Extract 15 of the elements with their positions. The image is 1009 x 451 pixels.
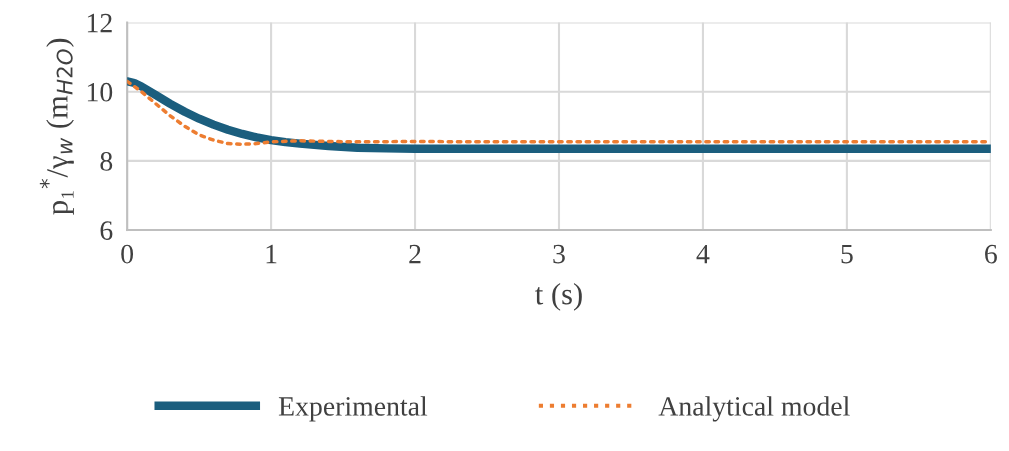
- x-tick-label: 4: [696, 244, 710, 264]
- y-tick-label: 12: [87, 13, 112, 33]
- x-axis-title: t (s): [535, 282, 582, 311]
- y-tick-label: 6: [100, 221, 113, 240]
- y-tick-label: 8: [100, 152, 113, 171]
- y-tick-label: 10: [87, 82, 113, 102]
- y-axis-title: p₁$^{*}$/γ$_{w}$ (m$_{H2O}$): [39, 38, 74, 215]
- x-tick-label: 3: [553, 244, 565, 264]
- x-tick-label: 5: [841, 244, 853, 264]
- x-tick-label: 1: [266, 244, 277, 264]
- x-tick-label: 6: [985, 244, 997, 264]
- x-tick-label: 0: [121, 244, 134, 264]
- legend-label: Analytical model: [658, 396, 850, 422]
- legend-label: Experimental: [278, 396, 428, 422]
- x-tick-label: 2: [409, 244, 421, 264]
